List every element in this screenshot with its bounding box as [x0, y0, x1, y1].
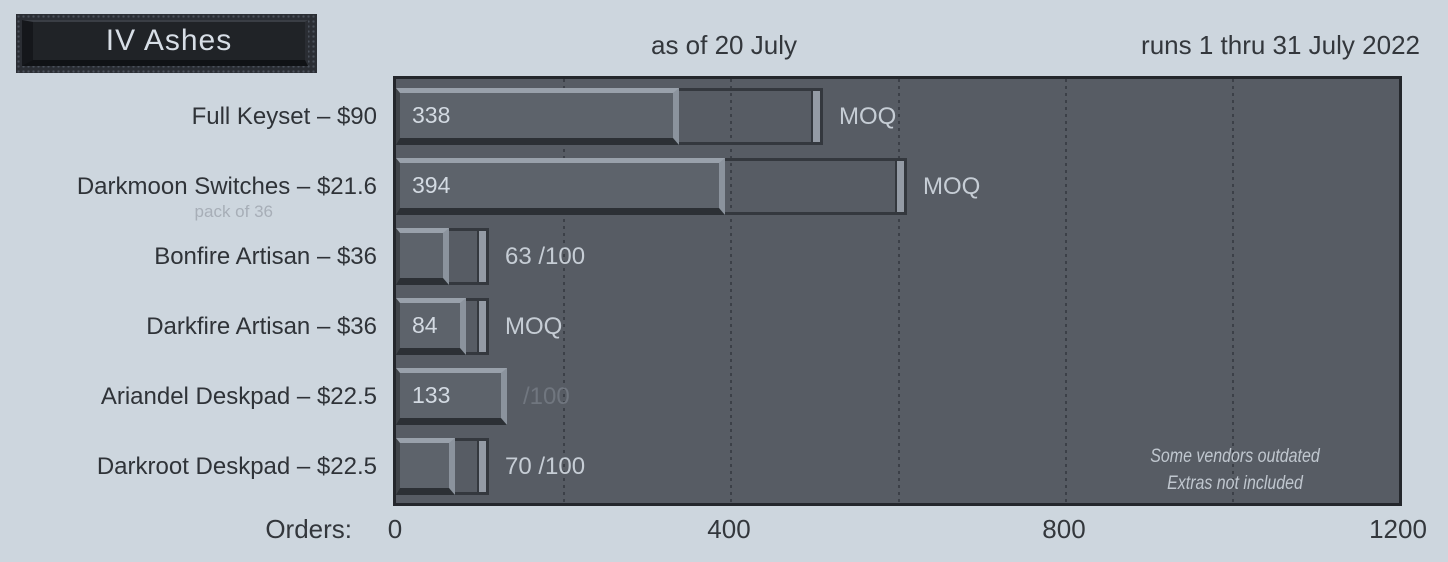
row-label-5: Ariandel Deskpad – $22.5	[100, 383, 377, 410]
row-annotation-6: 70 /100	[505, 452, 586, 480]
order-bar-row-2: 394	[396, 158, 725, 215]
row-label-1: Full Keyset – $90	[191, 103, 377, 130]
row-label-3: Bonfire Artisan – $36	[154, 243, 377, 270]
page-title: IV Ashes	[105, 24, 233, 57]
x-tick-800: 800	[1042, 514, 1086, 544]
row-annotation-1: MOQ	[839, 102, 897, 130]
gridline-1000	[1232, 79, 1234, 503]
order-count-label: 338	[412, 102, 451, 128]
moq-cap-icon	[477, 441, 486, 492]
row-annotation-4: MOQ	[505, 312, 563, 340]
order-bar-row-4: 84	[396, 298, 466, 355]
order-bar-row-5: 133	[396, 368, 507, 425]
order-bar-row-1: 338	[396, 88, 679, 145]
moq-cap-icon	[477, 231, 486, 282]
x-axis-title: Orders:	[265, 514, 352, 544]
gridline-200	[563, 79, 565, 503]
x-tick-0: 0	[387, 514, 403, 544]
run-dates: runs 1 thru 31 July 2022	[1141, 30, 1420, 60]
order-bar-row-3	[396, 228, 449, 285]
order-bar-row-6	[396, 438, 455, 495]
gridline-800	[1065, 79, 1067, 503]
row-annotation-5: /100	[523, 382, 570, 410]
as-of-date: as of 20 July	[651, 30, 797, 60]
row-sublabel-2: pack of 36	[194, 202, 273, 221]
row-label-6: Darkroot Deskpad – $22.5	[96, 453, 377, 480]
order-count-label: 133	[412, 382, 451, 408]
moq-cap-icon	[477, 301, 486, 352]
row-annotation-2: MOQ	[923, 172, 981, 200]
x-tick-1200: 1200	[1369, 514, 1427, 544]
x-tick-400: 400	[707, 514, 751, 544]
gridline-600	[898, 79, 900, 503]
row-label-2: Darkmoon Switches – $21.6	[76, 173, 377, 200]
title-badge-inner: IV Ashes	[22, 20, 308, 66]
note-line-1: Some vendors outdated	[1150, 446, 1320, 467]
order-count-label: 84	[412, 312, 438, 338]
row-label-4: Darkfire Artisan – $36	[146, 313, 377, 340]
plot-area: Some vendors outdated Extras not include…	[393, 76, 1402, 506]
moq-cap-icon	[811, 91, 820, 142]
moq-cap-icon	[895, 161, 904, 212]
plot-notes: Some vendors outdated Extras not include…	[1106, 443, 1363, 497]
gridline-400	[730, 79, 732, 503]
note-line-2: Extras not included	[1167, 473, 1303, 494]
title-badge: IV Ashes	[16, 14, 317, 73]
row-annotation-3: 63 /100	[505, 242, 586, 270]
order-count-label: 394	[412, 172, 451, 198]
